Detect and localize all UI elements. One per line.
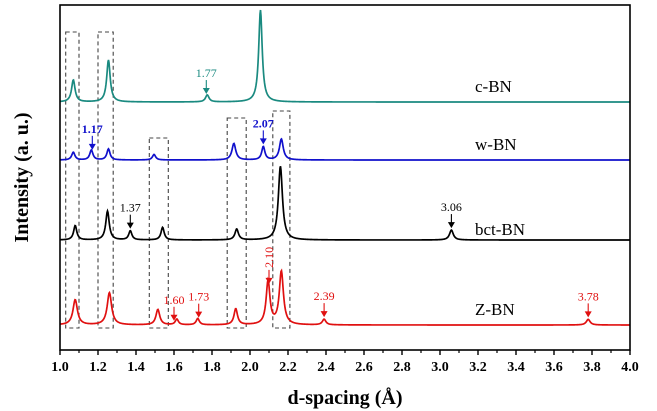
annotation-label: 1.17 — [82, 122, 103, 136]
series-line-c-bn — [59, 9, 630, 103]
x-tick-label: 3.8 — [583, 360, 601, 375]
annotation-arrowhead — [195, 311, 203, 318]
dashed-region-box — [65, 31, 80, 329]
annotation-arrowhead — [88, 143, 96, 150]
x-tick-label: 1.2 — [89, 360, 107, 375]
x-axis-ticks: 1.0 1.2 1.4 1.6 1.8 2.0 2.2 2.4 2.6 2.8 3.0 3.2 3.4 3… — [51, 350, 639, 375]
x-tick-label: 2.2 — [279, 360, 297, 375]
x-tick-label: 1.8 — [203, 360, 221, 375]
plot-frame — [59, 4, 631, 351]
x-tick-label: 2.8 — [393, 360, 411, 375]
series-label: c-BN — [475, 77, 512, 96]
series-layer: c-BN w-BN bct-BN Z-BN — [59, 9, 630, 326]
annotation-arrowhead — [584, 311, 592, 318]
annotation-label: 3.06 — [441, 200, 462, 214]
dashed-region-box — [148, 137, 169, 329]
annotation-arrowhead — [126, 222, 134, 229]
annotation-arrowhead — [170, 314, 178, 321]
annotation-label: 1.37 — [120, 201, 141, 215]
annotation-layer: 1.77 1.17 2.07 1.37 3.06 1.60 1.73 2.10 2.39 3.78 — [82, 66, 599, 321]
annotation-label: 2.07 — [253, 116, 274, 130]
series-label: w-BN — [475, 135, 517, 154]
annotation-arrowhead — [447, 222, 455, 229]
x-tick-label: 2.0 — [241, 360, 259, 375]
series-label: bct-BN — [475, 220, 525, 239]
x-tick-label: 3.6 — [545, 360, 563, 375]
x-tick-label: 3.4 — [507, 360, 525, 375]
dashed-region-box — [272, 110, 291, 329]
annotation-label: 3.78 — [578, 289, 599, 303]
annotation-label: 1.73 — [188, 290, 209, 304]
dashed-region-box — [226, 117, 247, 329]
x-tick-label: 3.0 — [431, 360, 449, 375]
x-tick-label: 2.4 — [317, 360, 335, 375]
x-tick-label: 1.0 — [51, 360, 69, 375]
annotation-label: 2.10 — [262, 247, 276, 268]
annotation-arrowhead — [320, 311, 328, 318]
series-line-bct-bn — [59, 166, 630, 241]
x-tick-label: 2.6 — [355, 360, 373, 375]
annotation-label: 1.77 — [196, 66, 217, 80]
x-tick-label: 1.6 — [165, 360, 183, 375]
x-tick-label: 3.2 — [469, 360, 487, 375]
x-tick-label: 1.4 — [127, 360, 145, 375]
x-tick-label: 4.0 — [621, 360, 639, 375]
series-line-z-bn — [59, 268, 630, 326]
y-axis-title: Intensity (a. u.) — [11, 112, 33, 242]
annotation-label: 1.60 — [164, 293, 185, 307]
annotation-label: 2.39 — [314, 289, 335, 303]
dashed-region-box — [97, 31, 114, 329]
x-axis-title: d-spacing (Å) — [287, 386, 402, 409]
annotation-arrowhead — [259, 138, 267, 145]
series-label: Z-BN — [475, 300, 515, 319]
dashed-region-boxes — [65, 31, 291, 329]
annotation-arrowhead — [265, 277, 273, 284]
annotation-arrowhead — [202, 88, 210, 95]
series-line-w-bn — [59, 137, 630, 161]
